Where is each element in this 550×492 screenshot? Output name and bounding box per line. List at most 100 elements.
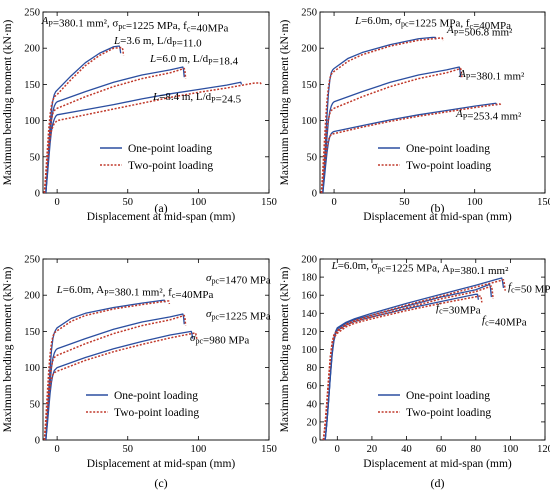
series-annotation: L=8.4 m, L/dP=24.5 xyxy=(152,91,242,106)
y-tick-label: 0 xyxy=(312,436,317,447)
series-annotation: σpc=980 MPa xyxy=(190,332,249,347)
chart-panel-b: 0 50 100 150 0 50 100 150 200 250 Displacement at … xyxy=(279,8,550,224)
two-point-series-line xyxy=(320,67,463,194)
legend-label: Two-point loading xyxy=(114,407,199,419)
panel-caption: (d) xyxy=(431,476,445,490)
legend-label: Two-point loading xyxy=(128,160,213,172)
x-tick-label: 100 xyxy=(191,197,207,208)
series-annotation: AP=380.1 mm² xyxy=(458,68,525,83)
x-axis-label: Displacement at mid-span (mm) xyxy=(363,211,512,223)
x-tick-label: 50 xyxy=(399,197,410,208)
x-tick-label: 150 xyxy=(537,197,550,208)
y-axis-label: Maximum bending moment (kN·m) xyxy=(279,19,291,185)
x-tick-label: 0 xyxy=(55,444,60,455)
y-tick-label: 250 xyxy=(24,8,40,19)
x-tick-label: 120 xyxy=(537,444,550,455)
y-tick-label: 250 xyxy=(301,8,317,19)
series-annotation: fc=50 MPa xyxy=(508,281,550,296)
chart-title: AP=380.1 mm², σpc=1225 MPa, fc=40MPa xyxy=(41,15,229,35)
legend-label: One-point loading xyxy=(406,143,490,155)
y-tick-label: 140 xyxy=(301,309,317,320)
x-axis-label: Displacement at mid-span (mm) xyxy=(87,211,236,223)
y-tick-label: 0 xyxy=(35,189,40,200)
x-tick-label: 40 xyxy=(401,444,412,455)
y-tick-label: 200 xyxy=(301,255,317,266)
y-tick-label: 100 xyxy=(24,116,40,127)
y-axis-label: Maximum bending moment (kN·m) xyxy=(2,19,14,185)
x-tick-label: 0 xyxy=(335,444,340,455)
chart-panel-d: 0 20 40 60 80 100 120 0 20 40 60 80 100 120 140 160 180 2… xyxy=(279,255,550,491)
series-annotation: fc=30MPa xyxy=(436,302,481,317)
two-point-series-line xyxy=(43,314,187,441)
y-tick-label: 160 xyxy=(301,291,317,302)
series-annotation: σpc=1225 MPa xyxy=(206,308,271,323)
series-annotation: AP=253.4 mm² xyxy=(455,108,522,123)
y-tick-label: 200 xyxy=(24,291,40,302)
x-tick-label: 50 xyxy=(123,197,134,208)
y-tick-label: 150 xyxy=(301,80,317,91)
y-tick-label: 100 xyxy=(301,116,317,127)
series-annotation: AP=506.8 mm² xyxy=(446,24,513,39)
plot-frame xyxy=(42,11,270,194)
two-point-series-line xyxy=(43,67,187,194)
x-tick-label: 150 xyxy=(261,444,277,455)
y-tick-label: 80 xyxy=(307,363,318,374)
two-point-series-line xyxy=(43,300,171,441)
series-annotation: L=3.6 m, L/dP=11.0 xyxy=(113,35,202,50)
y-tick-label: 50 xyxy=(307,152,318,163)
chart-title: L=6.0m, AP=380.1 mm², fc=40MPa xyxy=(56,284,214,301)
y-tick-label: 180 xyxy=(301,273,317,284)
panel-caption: (c) xyxy=(154,476,167,490)
series-annotation: fc=40MPa xyxy=(482,314,527,329)
legend-label: Two-point loading xyxy=(406,160,491,172)
plot-frame xyxy=(319,11,546,194)
chart-title: L=6.0m, σpc=1225 MPa, fc=40MPa xyxy=(354,15,511,32)
y-tick-label: 200 xyxy=(301,44,317,55)
x-tick-label: 80 xyxy=(471,444,482,455)
x-tick-label: 0 xyxy=(55,197,60,208)
y-tick-label: 60 xyxy=(307,381,318,392)
one-point-series-line xyxy=(322,102,498,194)
y-tick-label: 40 xyxy=(307,399,318,410)
y-tick-label: 200 xyxy=(24,44,40,55)
series-annotation: σpc=1470 MPa xyxy=(206,272,271,287)
series-annotation: L=6.0 m, L/dP=18.4 xyxy=(149,53,239,68)
x-tick-label: 100 xyxy=(191,444,207,455)
x-tick-label: 0 xyxy=(331,197,336,208)
x-tick-label: 20 xyxy=(367,444,378,455)
x-tick-label: 100 xyxy=(503,444,519,455)
y-tick-label: 0 xyxy=(312,189,317,200)
y-tick-label: 150 xyxy=(24,80,40,91)
two-point-series-line xyxy=(43,82,262,194)
plot-frame xyxy=(42,258,270,441)
y-tick-label: 50 xyxy=(30,399,41,410)
two-point-series-line xyxy=(320,103,503,194)
two-point-series-line xyxy=(43,332,198,441)
panel-caption: (b) xyxy=(431,201,445,215)
one-point-series-line xyxy=(322,66,462,194)
y-tick-label: 50 xyxy=(30,152,41,163)
two-point-series-line xyxy=(322,285,494,441)
y-tick-label: 120 xyxy=(301,327,317,338)
y-tick-label: 20 xyxy=(307,417,318,428)
x-axis-label: Displacement at mid-span (mm) xyxy=(87,458,236,470)
y-axis-label: Maximum bending moment (kN·m) xyxy=(2,266,14,432)
two-point-series-line xyxy=(43,46,125,194)
chart-panel-a: 0 50 100 150 0 50 100 150 200 250 Displacement at … xyxy=(2,8,277,224)
y-axis-label: Maximum bending moment (kN·m) xyxy=(279,266,291,432)
y-tick-label: 100 xyxy=(301,345,317,356)
legend-label: One-point loading xyxy=(128,143,212,155)
y-tick-label: 250 xyxy=(24,255,40,266)
x-tick-label: 50 xyxy=(123,444,134,455)
x-tick-label: 100 xyxy=(467,197,483,208)
x-tick-label: 60 xyxy=(436,444,447,455)
two-point-series-line xyxy=(322,295,483,441)
one-point-series-line xyxy=(45,81,243,194)
x-axis-label: Displacement at mid-span (mm) xyxy=(363,458,512,470)
legend-label: One-point loading xyxy=(114,390,198,402)
two-point-series-line xyxy=(320,37,444,194)
x-tick-label: 150 xyxy=(261,197,277,208)
legend-label: Two-point loading xyxy=(406,407,491,419)
one-point-series-line xyxy=(45,330,194,441)
